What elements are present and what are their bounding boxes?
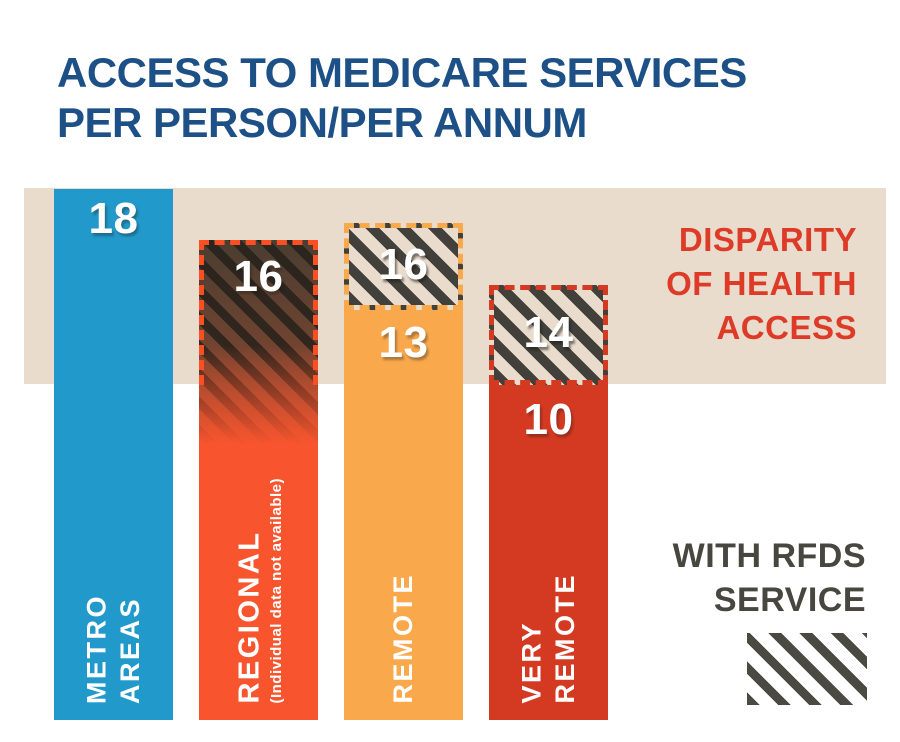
bar-remote-label: REMOTE (387, 573, 421, 704)
bar-metro-label-line-1: METRO (80, 594, 111, 704)
bar-remote: 13 REMOTE (344, 310, 463, 720)
disparity-label-line-1: DISPARITY (678, 221, 857, 258)
bar-metro-label: METRO AREAS (80, 594, 148, 704)
bar-regional-sublabel: (Individual data not available) (267, 478, 285, 704)
bar-regional-rfds-value: 16 (233, 252, 284, 301)
bar-very-remote: 10 VERY REMOTE (489, 385, 608, 720)
bar-very-remote-label-line-2: REMOTE (549, 573, 580, 704)
bar-very-remote-rfds-value: 14 (523, 308, 574, 357)
regional-rfds-dashed-outline (199, 240, 318, 385)
title-line-2: PER PERSON/PER ANNUM (57, 99, 587, 146)
bar-regional-label-line-1: REGIONAL (233, 530, 265, 704)
rfds-legend-line-2: SERVICE (713, 581, 866, 619)
bar-remote-value: 13 (378, 318, 429, 367)
bar-very-remote-value: 10 (523, 395, 574, 444)
disparity-label: DISPARITY OF HEALTH ACCESS (666, 218, 857, 350)
page-title: ACCESS TO MEDICARE SERVICES PER PERSON/P… (57, 48, 747, 148)
rfds-legend-label: WITH RFDS SERVICE (673, 534, 866, 622)
bar-metro-value: 18 (88, 194, 139, 243)
bar-regional: 16 REGIONAL (Individual data not availab… (199, 240, 318, 720)
title-line-1: ACCESS TO MEDICARE SERVICES (57, 49, 747, 96)
disparity-label-line-2: OF HEALTH (666, 265, 857, 302)
rfds-hatch-swatch (747, 633, 867, 705)
bar-metro-areas: 18 METRO AREAS (54, 189, 173, 720)
bar-remote-label-line-1: REMOTE (387, 573, 418, 704)
bar-remote-rfds-value: 16 (378, 239, 429, 289)
bar-regional-label: REGIONAL (Individual data not available) (231, 478, 286, 704)
bar-very-remote-rfds-hatch-section: 14 (489, 285, 608, 385)
bar-very-remote-column: 14 10 VERY REMOTE (489, 285, 608, 720)
bar-very-remote-label-line-1: VERY (515, 621, 546, 704)
rfds-legend-line-1: WITH RFDS (672, 537, 866, 575)
bar-very-remote-label: VERY REMOTE (515, 573, 583, 704)
disparity-label-line-3: ACCESS (716, 309, 857, 346)
bar-metro-label-line-2: AREAS (114, 596, 145, 704)
bar-remote-rfds-hatch-section: 16 (344, 223, 463, 310)
bar-remote-column: 16 13 REMOTE (344, 223, 463, 720)
